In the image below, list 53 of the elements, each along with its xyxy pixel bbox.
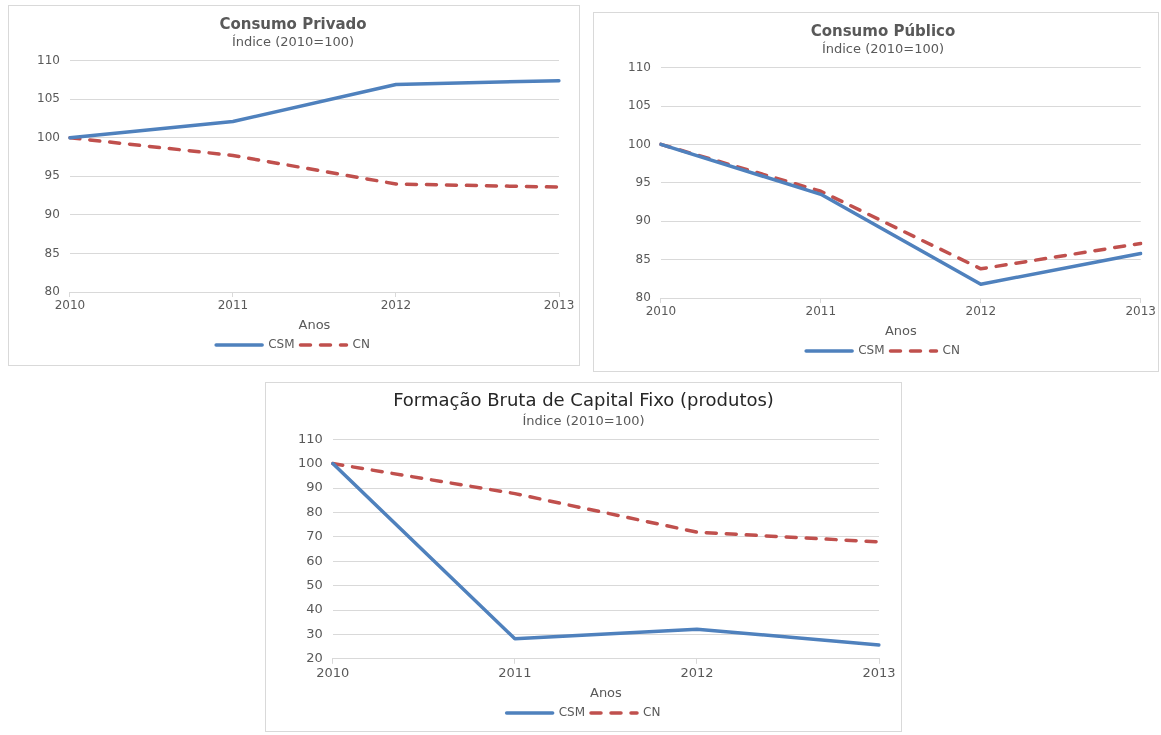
x-tick-label: 2010 (316, 664, 350, 680)
y-tick-label: 85 (635, 251, 651, 266)
chart-title: Consumo Privado (219, 14, 367, 33)
y-tick-label: 90 (306, 479, 323, 495)
line-series (331, 461, 881, 544)
chart-title: Formação Bruta de Capital Fixo (produtos) (393, 389, 774, 411)
chart-subtitle: Índice (2010=100) (231, 34, 355, 50)
legend-label: CN (643, 705, 661, 720)
y-tick-label: 100 (628, 136, 651, 151)
y-tick-label: 105 (628, 98, 651, 113)
x-tick-label: 2011 (217, 298, 249, 313)
y-tick-label: 105 (37, 91, 60, 106)
y-tick-label: 110 (37, 52, 60, 67)
x-axis-title: Anos (884, 322, 917, 338)
y-tick-label: 70 (306, 528, 323, 544)
legend-label: CSM (858, 343, 885, 358)
x-tick-label: 2013 (1125, 304, 1156, 319)
chart-title: Consumo Público (810, 21, 956, 40)
x-tick-label: 2012 (965, 304, 997, 319)
y-tick-label: 50 (306, 576, 323, 592)
legend-label: CSM (558, 705, 586, 720)
x-tick-label: 2012 (680, 664, 714, 680)
legend-label: CN (942, 343, 960, 358)
y-tick-label: 110 (297, 430, 323, 446)
chart-subtitle: Índice (2010=100) (522, 412, 645, 428)
x-tick-label: 2010 (54, 298, 86, 313)
x-tick-label: 2011 (805, 304, 837, 319)
y-tick-label: 110 (628, 59, 651, 74)
x-tick-label: 2013 (543, 298, 575, 313)
y-tick-label: 95 (635, 174, 651, 189)
y-tick-label: 80 (306, 503, 323, 519)
chart-subtitle: Índice (2010=100) (821, 41, 945, 57)
y-tick-label: 30 (306, 625, 323, 641)
y-tick-label: 95 (44, 168, 60, 183)
y-tick-label: 100 (297, 454, 323, 470)
legend-label: CSM (268, 337, 295, 352)
x-tick-label: 2011 (498, 664, 532, 680)
y-tick-label: 60 (306, 552, 323, 568)
x-tick-label: 2012 (380, 298, 412, 313)
y-tick-label: 90 (44, 206, 60, 221)
x-tick-label: 2010 (645, 304, 677, 319)
y-tick-label: 100 (37, 129, 60, 144)
y-tick-label: 40 (306, 601, 323, 617)
x-axis-title: Anos (589, 684, 623, 700)
y-tick-label: 80 (635, 290, 651, 305)
x-axis-title: Anos (298, 316, 331, 332)
legend-label: CN (352, 337, 370, 352)
x-tick-label: 2013 (862, 664, 896, 680)
line-series (68, 135, 561, 189)
y-tick-label: 80 (44, 284, 60, 299)
y-tick-label: 85 (44, 245, 60, 260)
y-tick-label: 90 (635, 213, 651, 228)
y-tick-label: 20 (306, 650, 323, 666)
